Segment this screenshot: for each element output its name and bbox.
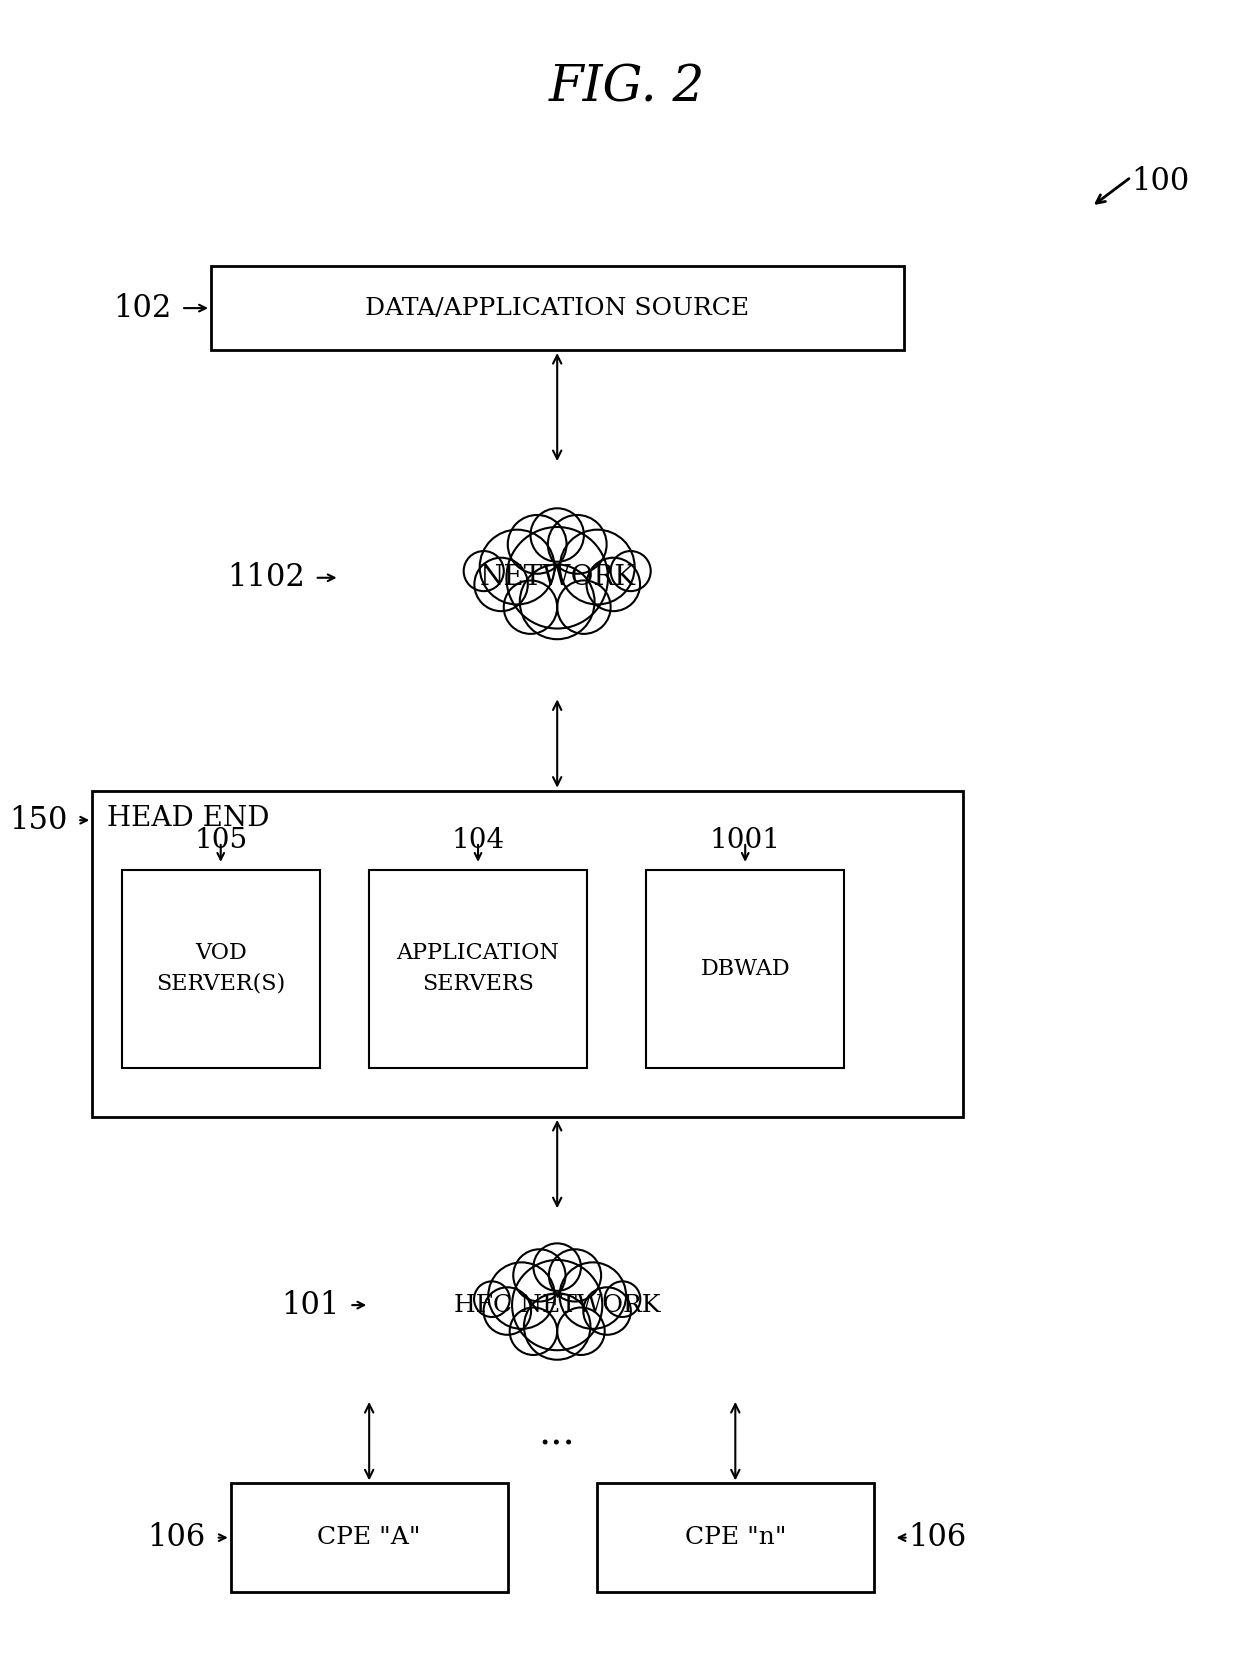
Circle shape bbox=[489, 1262, 554, 1329]
Circle shape bbox=[605, 1282, 640, 1317]
Text: 104: 104 bbox=[451, 827, 505, 853]
Bar bbox=[596, 1483, 874, 1593]
Circle shape bbox=[559, 1262, 626, 1329]
Text: 100: 100 bbox=[1131, 166, 1189, 198]
Text: CPE "n": CPE "n" bbox=[684, 1525, 786, 1549]
Circle shape bbox=[533, 1243, 582, 1290]
Circle shape bbox=[510, 1307, 557, 1356]
Circle shape bbox=[557, 580, 610, 633]
Text: DATA/APPLICATION SOURCE: DATA/APPLICATION SOURCE bbox=[365, 297, 749, 319]
Circle shape bbox=[507, 516, 567, 575]
Bar bbox=[370, 870, 587, 1067]
Text: 106: 106 bbox=[148, 1522, 206, 1552]
Circle shape bbox=[484, 1287, 531, 1336]
Circle shape bbox=[587, 558, 640, 612]
Text: DBWAD: DBWAD bbox=[701, 958, 790, 979]
Circle shape bbox=[513, 1250, 565, 1302]
Circle shape bbox=[503, 580, 557, 633]
Circle shape bbox=[583, 1287, 631, 1336]
Circle shape bbox=[520, 564, 595, 638]
Text: VOD
SERVER(S): VOD SERVER(S) bbox=[156, 942, 285, 995]
Text: 105: 105 bbox=[195, 827, 247, 853]
Text: CPE "A": CPE "A" bbox=[317, 1525, 420, 1549]
Circle shape bbox=[548, 516, 606, 575]
Text: 1001: 1001 bbox=[709, 827, 781, 853]
Circle shape bbox=[512, 1260, 603, 1351]
Circle shape bbox=[474, 1282, 510, 1317]
Text: ...: ... bbox=[539, 1415, 575, 1452]
Circle shape bbox=[610, 551, 651, 591]
Bar bbox=[92, 791, 963, 1117]
Bar bbox=[122, 870, 320, 1067]
Bar bbox=[646, 870, 844, 1067]
Circle shape bbox=[549, 1250, 601, 1302]
Circle shape bbox=[525, 1294, 590, 1359]
Text: NETWORK: NETWORK bbox=[479, 564, 635, 591]
Bar bbox=[231, 1483, 507, 1593]
Circle shape bbox=[464, 551, 503, 591]
Text: 150: 150 bbox=[9, 805, 67, 835]
Text: 102: 102 bbox=[113, 292, 171, 324]
Circle shape bbox=[531, 509, 584, 561]
Circle shape bbox=[557, 1307, 605, 1356]
Text: APPLICATION
SERVERS: APPLICATION SERVERS bbox=[397, 942, 559, 995]
Circle shape bbox=[480, 529, 554, 605]
Bar bbox=[211, 265, 904, 349]
Text: 101: 101 bbox=[281, 1290, 340, 1320]
Text: 106: 106 bbox=[909, 1522, 967, 1552]
Text: HFC NETWORK: HFC NETWORK bbox=[454, 1294, 661, 1317]
Circle shape bbox=[560, 529, 635, 605]
Text: FIG. 2: FIG. 2 bbox=[548, 64, 704, 113]
Circle shape bbox=[506, 528, 608, 628]
Circle shape bbox=[475, 558, 528, 612]
Text: HEAD END: HEAD END bbox=[107, 805, 269, 832]
Text: 1102: 1102 bbox=[227, 563, 305, 593]
